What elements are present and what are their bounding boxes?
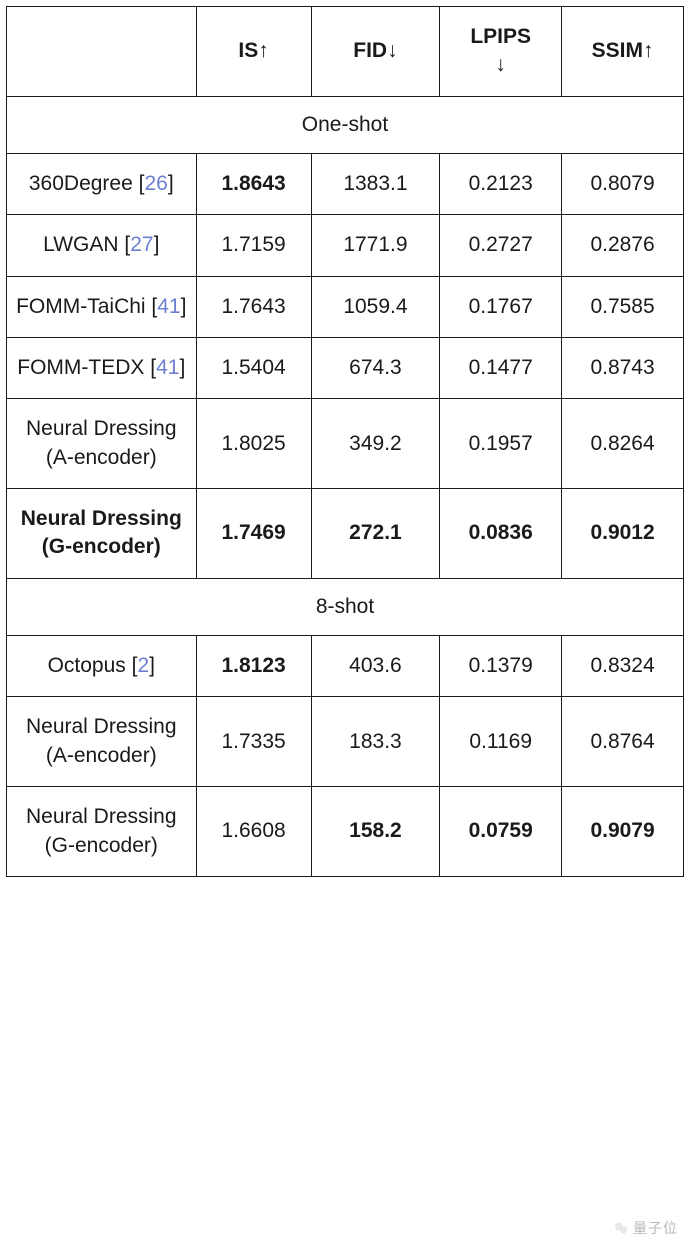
value-cell: 1.7643 — [196, 276, 311, 337]
section-header: 8-shot — [7, 578, 684, 635]
value-cell: 0.2876 — [562, 215, 684, 276]
value-cell: 183.3 — [311, 697, 440, 787]
table-row: Neural Dressing (A-encoder)1.8025349.20.… — [7, 399, 684, 489]
watermark: 量子位 — [613, 1218, 678, 1238]
citation-ref[interactable]: 27 — [130, 233, 153, 256]
table-row: Neural Dressing (G-encoder)1.6608158.20.… — [7, 787, 684, 877]
value-cell: 1.8643 — [196, 154, 311, 215]
col-header-0 — [7, 7, 197, 97]
value-cell: 1771.9 — [311, 215, 440, 276]
table-row: LWGAN [27]1.71591771.90.27270.2876 — [7, 215, 684, 276]
value-cell: 1.7159 — [196, 215, 311, 276]
method-cell: 360Degree [26] — [7, 154, 197, 215]
table-row: FOMM-TEDX [41]1.5404674.30.14770.8743 — [7, 338, 684, 399]
value-cell: 158.2 — [311, 787, 440, 877]
method-cell: FOMM-TEDX [41] — [7, 338, 197, 399]
method-cell: Neural Dressing (G-encoder) — [7, 787, 197, 877]
value-cell: 1059.4 — [311, 276, 440, 337]
section-title: One-shot — [7, 96, 684, 153]
value-cell: 0.1169 — [440, 697, 562, 787]
col-header-1: IS↑ — [196, 7, 311, 97]
method-cell: FOMM-TaiChi [41] — [7, 276, 197, 337]
method-cell: Octopus [2] — [7, 636, 197, 697]
table-row: Octopus [2]1.8123403.60.13790.8324 — [7, 636, 684, 697]
value-cell: 403.6 — [311, 636, 440, 697]
value-cell: 0.0759 — [440, 787, 562, 877]
value-cell: 0.2123 — [440, 154, 562, 215]
value-cell: 0.1767 — [440, 276, 562, 337]
value-cell: 1.5404 — [196, 338, 311, 399]
citation-ref[interactable]: 2 — [137, 654, 149, 677]
value-cell: 272.1 — [311, 489, 440, 579]
section-header: One-shot — [7, 96, 684, 153]
value-cell: 349.2 — [311, 399, 440, 489]
watermark-text: 量子位 — [633, 1218, 678, 1238]
table-head: IS↑FID↓LPIPS↓SSIM↑ — [7, 7, 684, 97]
value-cell: 1.8025 — [196, 399, 311, 489]
results-table: IS↑FID↓LPIPS↓SSIM↑ One-shot360Degree [26… — [6, 6, 684, 877]
wechat-icon — [613, 1220, 629, 1236]
value-cell: 0.8079 — [562, 154, 684, 215]
table-body: One-shot360Degree [26]1.86431383.10.2123… — [7, 96, 684, 876]
method-cell: LWGAN [27] — [7, 215, 197, 276]
method-cell: Neural Dressing (G-encoder) — [7, 489, 197, 579]
value-cell: 0.8324 — [562, 636, 684, 697]
value-cell: 1.7469 — [196, 489, 311, 579]
value-cell: 0.1379 — [440, 636, 562, 697]
value-cell: 1.7335 — [196, 697, 311, 787]
citation-ref[interactable]: 41 — [156, 356, 179, 379]
method-cell: Neural Dressing (A-encoder) — [7, 697, 197, 787]
value-cell: 0.1957 — [440, 399, 562, 489]
citation-ref[interactable]: 41 — [157, 295, 180, 318]
value-cell: 0.1477 — [440, 338, 562, 399]
value-cell: 0.7585 — [562, 276, 684, 337]
col-header-3: LPIPS↓ — [440, 7, 562, 97]
value-cell: 0.0836 — [440, 489, 562, 579]
col-header-4: SSIM↑ — [562, 7, 684, 97]
value-cell: 1.6608 — [196, 787, 311, 877]
value-cell: 1383.1 — [311, 154, 440, 215]
method-cell: Neural Dressing (A-encoder) — [7, 399, 197, 489]
value-cell: 0.9079 — [562, 787, 684, 877]
table-row: Neural Dressing (G-encoder)1.7469272.10.… — [7, 489, 684, 579]
value-cell: 0.2727 — [440, 215, 562, 276]
value-cell: 674.3 — [311, 338, 440, 399]
citation-ref[interactable]: 26 — [144, 172, 167, 195]
value-cell: 1.8123 — [196, 636, 311, 697]
value-cell: 0.8743 — [562, 338, 684, 399]
section-title: 8-shot — [7, 578, 684, 635]
table-row: Neural Dressing (A-encoder)1.7335183.30.… — [7, 697, 684, 787]
value-cell: 0.8764 — [562, 697, 684, 787]
col-header-2: FID↓ — [311, 7, 440, 97]
value-cell: 0.9012 — [562, 489, 684, 579]
table-row: 360Degree [26]1.86431383.10.21230.8079 — [7, 154, 684, 215]
table-row: FOMM-TaiChi [41]1.76431059.40.17670.7585 — [7, 276, 684, 337]
value-cell: 0.8264 — [562, 399, 684, 489]
